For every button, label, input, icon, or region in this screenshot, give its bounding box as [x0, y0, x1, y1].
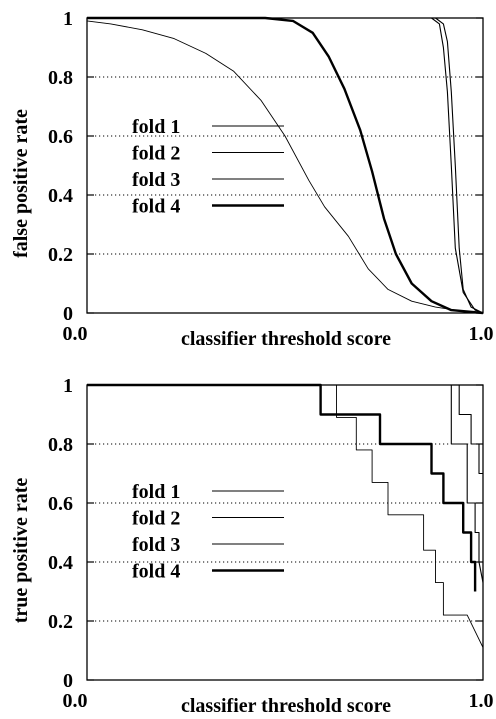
y-tick-label: 0.2: [48, 244, 73, 266]
y-tick-label: 0.8: [48, 67, 73, 89]
series-line-fold-3: [87, 17, 484, 314]
y-axis-label: false positive rate: [10, 109, 32, 258]
legend-label-fold-2: fold 2: [132, 508, 180, 530]
y-axis-label: true positive rate: [10, 478, 32, 624]
legend-label-fold-3: fold 3: [132, 534, 180, 556]
x-tick-label: 0.0: [63, 323, 88, 345]
y-tick-label: 0: [63, 303, 73, 325]
legend-label-fold-1: fold 1: [132, 116, 180, 138]
x-axis-label: classifier threshold score: [181, 695, 391, 717]
legend-label-fold-4: fold 4: [132, 196, 180, 218]
x-tick-label: 1.0: [469, 690, 494, 712]
series-line-fold-2: [86, 20, 483, 314]
series-line-fold-1: [87, 17, 484, 314]
y-tick-label: 1: [63, 375, 73, 397]
y-tick-label: 0.6: [48, 126, 73, 148]
x-tick-label: 1.0: [469, 323, 494, 345]
y-tick-label: 0.8: [48, 434, 73, 456]
y-tick-label: 1: [63, 8, 73, 30]
x-tick-label: 0.0: [63, 690, 88, 712]
y-tick-label: 0.6: [48, 493, 73, 515]
series-line-fold-1: [87, 384, 483, 475]
legend-label-fold-1: fold 1: [132, 481, 180, 503]
legend-label-fold-3: fold 3: [132, 169, 180, 191]
x-axis-label: classifier threshold score: [181, 328, 391, 350]
y-tick-label: 0: [63, 670, 73, 692]
chart-2: 0 0.2 0.4 0.6 0.8 1 0.0 1.0 classifier threshold…: [10, 375, 494, 717]
plot-frame: [86, 384, 484, 681]
plot-frame: [86, 17, 484, 314]
y-tick-label: 0.4: [48, 185, 73, 207]
series-line-fold-2: [87, 384, 484, 648]
y-tick-label: 0.4: [48, 552, 73, 574]
series-line-fold-3: [87, 384, 484, 583]
series-line-fold-4: [87, 16, 484, 315]
y-tick-label: 0.2: [48, 611, 73, 633]
legend-label-fold-2: fold 2: [132, 143, 180, 165]
series-line-fold-4: [87, 383, 477, 592]
chart-1: 0 0.2 0.4 0.6 0.8 1 0.0 1.0 classifier threshold…: [10, 8, 494, 350]
legend-label-fold-4: fold 4: [132, 561, 180, 583]
